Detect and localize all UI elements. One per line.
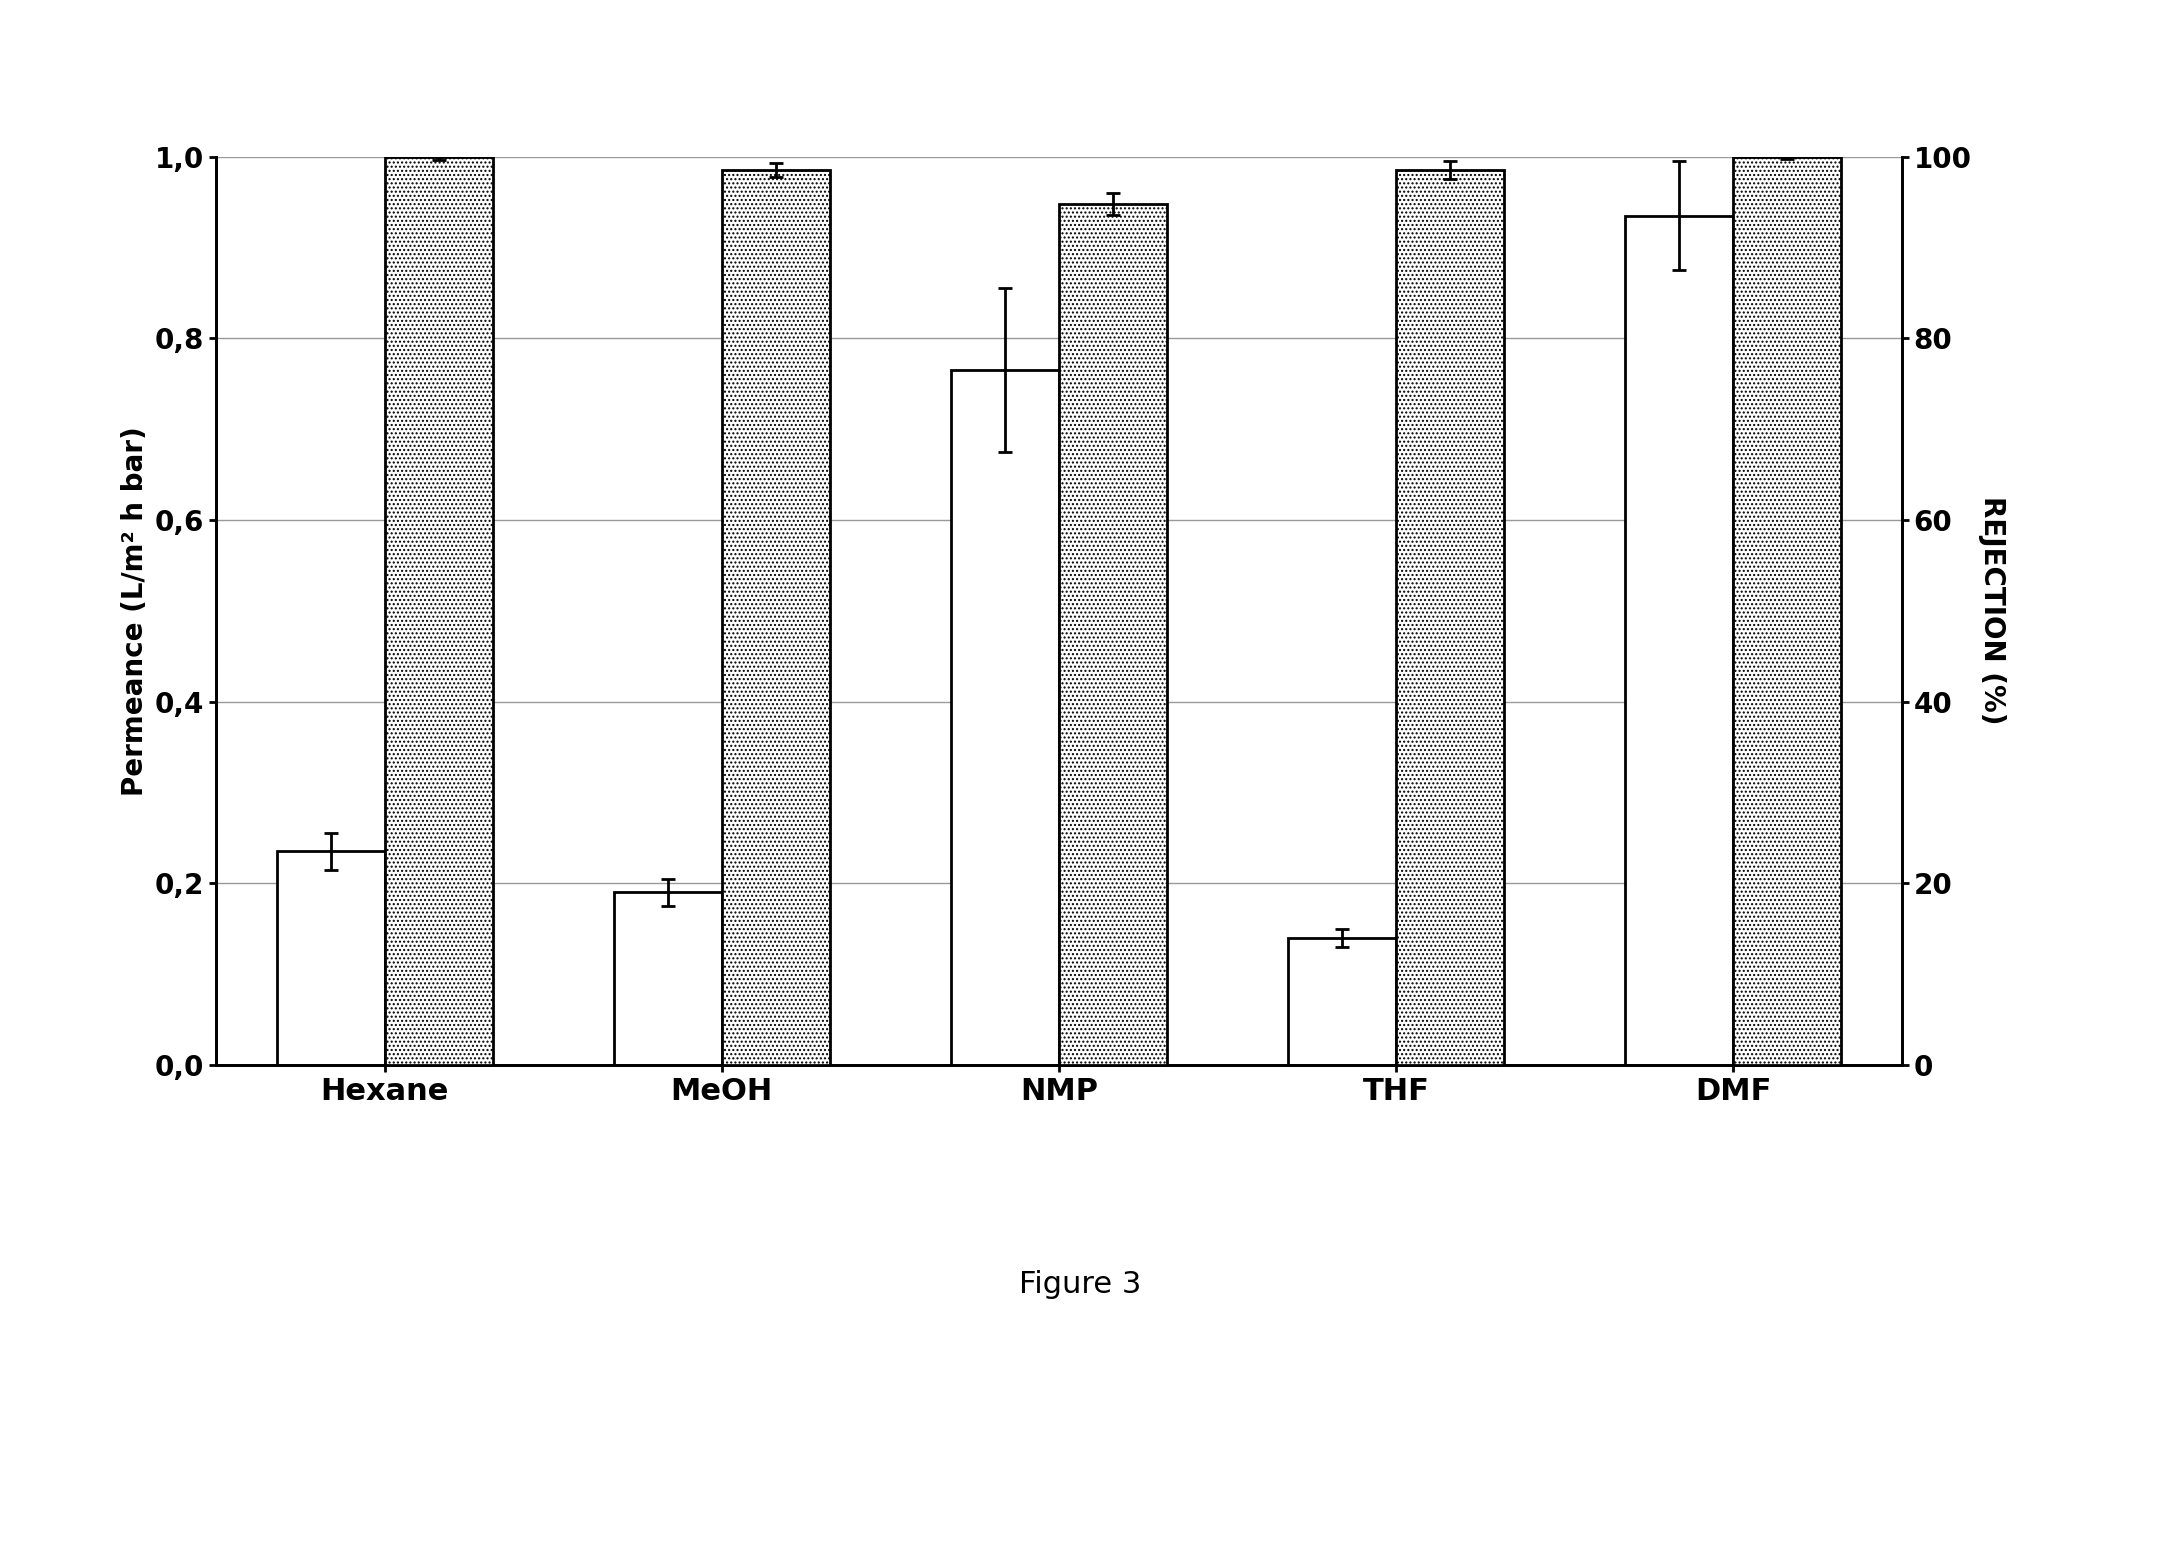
Bar <box>1625 216 1733 1065</box>
Bar <box>385 157 493 1065</box>
Bar <box>951 370 1059 1065</box>
Bar <box>614 893 722 1065</box>
Bar <box>1733 157 1841 1065</box>
Bar <box>277 852 385 1065</box>
Bar <box>1288 938 1396 1065</box>
Y-axis label: REJECTION (%): REJECTION (%) <box>1977 496 2005 725</box>
Y-axis label: Permeance (L/m² h bar): Permeance (L/m² h bar) <box>121 426 149 796</box>
Text: Figure 3: Figure 3 <box>1020 1270 1141 1298</box>
Bar <box>722 171 830 1065</box>
Bar <box>1396 171 1504 1065</box>
Bar <box>1059 204 1167 1065</box>
